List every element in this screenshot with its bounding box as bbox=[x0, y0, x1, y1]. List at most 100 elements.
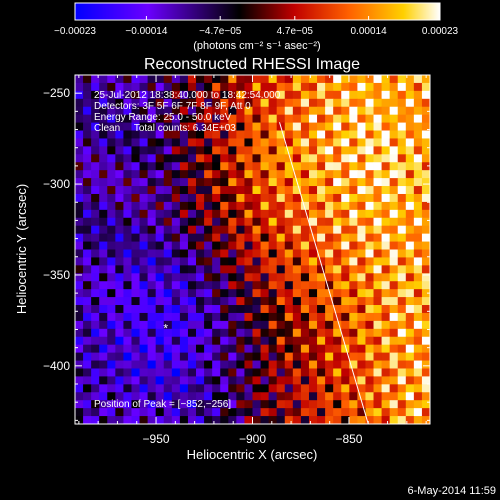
heatmap-cell bbox=[413, 336, 423, 346]
heatmap-cell bbox=[123, 416, 132, 424]
heatmap-cell bbox=[115, 82, 124, 92]
heatmap-cell bbox=[421, 257, 430, 266]
heatmap-cell bbox=[236, 138, 245, 147]
heatmap-cell bbox=[91, 201, 100, 211]
heatmap-cell bbox=[228, 186, 237, 195]
heatmap-cell bbox=[300, 297, 310, 306]
heatmap-cell bbox=[179, 328, 189, 338]
heatmap-cell bbox=[349, 178, 358, 187]
heatmap-cell bbox=[284, 352, 294, 361]
heatmap-cell bbox=[357, 352, 366, 361]
heatmap-cell bbox=[196, 305, 205, 314]
heatmap-cell bbox=[115, 75, 124, 84]
heatmap-cell bbox=[373, 186, 382, 195]
heatmap-cell bbox=[123, 241, 132, 250]
heatmap-cell bbox=[405, 384, 415, 393]
heatmap-cell bbox=[341, 170, 350, 179]
heatmap-cell bbox=[397, 122, 407, 131]
heatmap-cell bbox=[115, 138, 124, 147]
heatmap-cell bbox=[389, 170, 399, 179]
heatmap-cell bbox=[147, 368, 157, 377]
heatmap-cell bbox=[196, 122, 205, 131]
heatmap-cell bbox=[317, 408, 326, 417]
heatmap-cell bbox=[413, 114, 423, 123]
heatmap-cell bbox=[220, 186, 229, 195]
heatmap-cell bbox=[268, 408, 278, 417]
heatmap-cell bbox=[357, 90, 366, 100]
heatmap-cell bbox=[244, 90, 253, 100]
heatmap-cell bbox=[349, 392, 358, 401]
heatmap-cell bbox=[284, 289, 294, 298]
heatmap-cell bbox=[389, 320, 399, 330]
heatmap-cell bbox=[421, 178, 430, 187]
heatmap-cell bbox=[276, 225, 286, 235]
heatmap-cell bbox=[228, 273, 237, 282]
heatmap-cell bbox=[276, 130, 286, 139]
heatmap-cell bbox=[163, 352, 173, 361]
heatmap-cell bbox=[115, 241, 124, 250]
heatmap-cell bbox=[260, 352, 270, 361]
heatmap-cell bbox=[179, 130, 189, 139]
heatmap-cell bbox=[341, 297, 350, 306]
heatmap-cell bbox=[236, 289, 245, 298]
heatmap-cell bbox=[292, 186, 302, 195]
heatmap-cell bbox=[155, 162, 165, 171]
heatmap-cell bbox=[228, 320, 237, 330]
heatmap-cell bbox=[381, 416, 391, 424]
heatmap-cell bbox=[147, 392, 157, 401]
heatmap-cell bbox=[300, 368, 310, 377]
heatmap-cell bbox=[171, 225, 181, 235]
heatmap-cell bbox=[212, 289, 221, 298]
footer-date: 6-May-2014 11:59 bbox=[408, 485, 496, 497]
heatmap-cell bbox=[179, 209, 189, 219]
heatmap-cell bbox=[228, 400, 237, 409]
heatmap-cell bbox=[405, 257, 415, 266]
heatmap-cell bbox=[397, 90, 407, 100]
heatmap-cell bbox=[155, 257, 165, 266]
heatmap-cell bbox=[83, 392, 92, 401]
heatmap-cell bbox=[220, 162, 229, 171]
heatmap-cell bbox=[317, 336, 326, 346]
heatmap-cell bbox=[131, 384, 140, 393]
heatmap-cell bbox=[381, 186, 391, 195]
heatmap-cell bbox=[357, 106, 366, 116]
heatmap-cell bbox=[171, 305, 181, 314]
heatmap-cell bbox=[276, 82, 286, 92]
heatmap-cell bbox=[389, 408, 399, 417]
annotation-energy: Energy Range: 25.0 - 50.0 keV bbox=[94, 112, 232, 123]
peak-marker: * bbox=[163, 322, 168, 336]
heatmap-cell bbox=[300, 122, 310, 131]
heatmap-cell bbox=[75, 281, 84, 290]
heatmap-cell bbox=[349, 82, 358, 92]
heatmap-cell bbox=[373, 305, 382, 314]
heatmap-cell bbox=[317, 154, 326, 163]
heatmap-cell bbox=[284, 312, 294, 322]
heatmap-cell bbox=[131, 114, 140, 123]
heatmap-cell bbox=[325, 130, 334, 139]
heatmap-cell bbox=[292, 376, 302, 385]
heatmap-cell bbox=[252, 170, 261, 179]
heatmap-cell bbox=[284, 75, 294, 84]
heatmap-cell bbox=[341, 130, 350, 139]
heatmap-cell bbox=[147, 360, 157, 369]
heatmap-cell bbox=[373, 178, 382, 187]
heatmap-cell bbox=[397, 265, 407, 274]
heatmap-cell bbox=[179, 408, 189, 417]
heatmap-cell bbox=[300, 273, 310, 282]
heatmap-cell bbox=[268, 297, 278, 306]
heatmap-cell bbox=[236, 122, 245, 131]
heatmap-cell bbox=[99, 178, 108, 187]
heatmap-cell bbox=[349, 281, 358, 290]
heatmap-cell bbox=[405, 289, 415, 298]
heatmap-cell bbox=[131, 122, 140, 131]
heatmap-cell bbox=[212, 98, 221, 108]
heatmap-cell bbox=[99, 392, 108, 401]
heatmap-cell bbox=[397, 162, 407, 171]
heatmap-cell bbox=[228, 241, 237, 250]
heatmap-cell bbox=[236, 233, 245, 242]
heatmap-cell bbox=[139, 281, 149, 290]
heatmap-cell bbox=[276, 154, 286, 163]
heatmap-cell bbox=[300, 281, 310, 290]
heatmap-cell bbox=[204, 130, 213, 139]
heatmap-cell bbox=[131, 305, 140, 314]
